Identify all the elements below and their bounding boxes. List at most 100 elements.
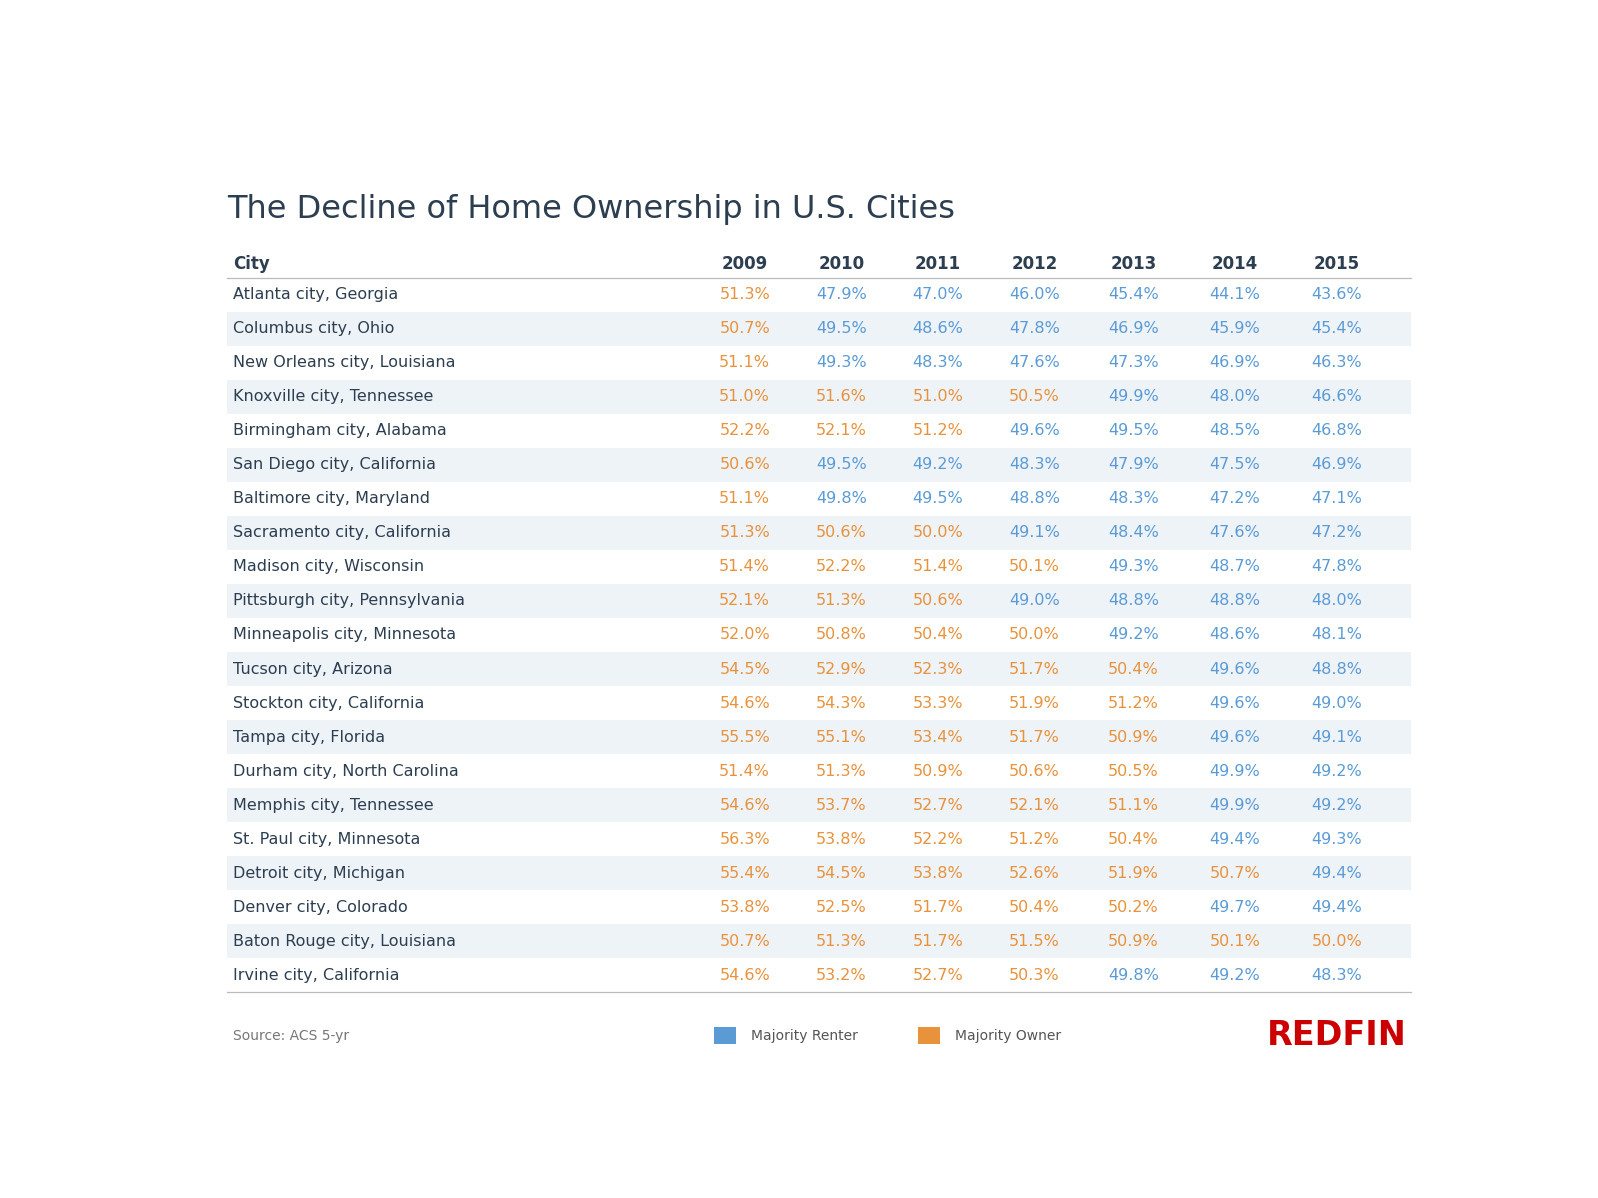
Text: San Diego city, California: San Diego city, California bbox=[233, 458, 436, 472]
Text: 49.2%: 49.2% bbox=[1107, 628, 1159, 642]
Text: 48.3%: 48.3% bbox=[912, 355, 964, 370]
Text: New Orleans city, Louisiana: New Orleans city, Louisiana bbox=[233, 355, 455, 370]
Text: 45.4%: 45.4% bbox=[1312, 321, 1361, 337]
Text: 49.7%: 49.7% bbox=[1210, 900, 1261, 915]
Text: 50.7%: 50.7% bbox=[719, 321, 770, 337]
Text: 51.9%: 51.9% bbox=[1008, 696, 1059, 710]
Text: 52.7%: 52.7% bbox=[912, 968, 964, 982]
Text: 51.5%: 51.5% bbox=[1008, 934, 1059, 949]
Text: 51.6%: 51.6% bbox=[817, 389, 866, 404]
Bar bbox=[227, 516, 1411, 550]
Text: 50.6%: 50.6% bbox=[1008, 763, 1059, 779]
Text: 45.4%: 45.4% bbox=[1107, 288, 1159, 302]
Text: 50.0%: 50.0% bbox=[912, 526, 964, 540]
Bar bbox=[714, 1028, 737, 1045]
Text: 53.8%: 53.8% bbox=[912, 866, 964, 881]
Text: 50.5%: 50.5% bbox=[1008, 389, 1059, 404]
Text: 52.7%: 52.7% bbox=[912, 798, 964, 812]
Text: 54.6%: 54.6% bbox=[719, 696, 770, 710]
Text: 47.9%: 47.9% bbox=[1107, 458, 1159, 472]
Text: 56.3%: 56.3% bbox=[719, 831, 770, 847]
Text: 47.6%: 47.6% bbox=[1210, 526, 1261, 540]
Text: REDFIN: REDFIN bbox=[1267, 1019, 1408, 1052]
Text: 50.9%: 50.9% bbox=[912, 763, 964, 779]
Text: 47.8%: 47.8% bbox=[1008, 321, 1059, 337]
Text: 49.6%: 49.6% bbox=[1210, 696, 1261, 710]
Text: 48.7%: 48.7% bbox=[1210, 559, 1261, 574]
Text: 48.3%: 48.3% bbox=[1312, 968, 1361, 982]
Text: 48.8%: 48.8% bbox=[1107, 593, 1159, 609]
Bar bbox=[917, 1028, 940, 1045]
Text: 49.8%: 49.8% bbox=[817, 491, 866, 507]
Text: 46.0%: 46.0% bbox=[1008, 288, 1059, 302]
Text: Stockton city, California: Stockton city, California bbox=[233, 696, 425, 710]
Text: 2010: 2010 bbox=[818, 255, 865, 273]
Text: 53.4%: 53.4% bbox=[912, 730, 964, 745]
Text: 49.6%: 49.6% bbox=[1210, 661, 1261, 677]
Text: 48.1%: 48.1% bbox=[1310, 628, 1361, 642]
Text: 54.3%: 54.3% bbox=[817, 696, 866, 710]
Text: Atlanta city, Georgia: Atlanta city, Georgia bbox=[233, 288, 398, 302]
Bar bbox=[227, 652, 1411, 686]
Text: 48.8%: 48.8% bbox=[1310, 661, 1361, 677]
Text: 48.0%: 48.0% bbox=[1312, 593, 1361, 609]
Text: Baton Rouge city, Louisiana: Baton Rouge city, Louisiana bbox=[233, 934, 455, 949]
Bar bbox=[227, 583, 1411, 618]
Text: 49.3%: 49.3% bbox=[817, 355, 866, 370]
Text: 47.3%: 47.3% bbox=[1109, 355, 1159, 370]
Bar bbox=[227, 925, 1411, 958]
Text: 51.2%: 51.2% bbox=[912, 423, 964, 438]
Text: City: City bbox=[233, 255, 270, 273]
Bar bbox=[227, 720, 1411, 754]
Text: 51.4%: 51.4% bbox=[912, 559, 964, 574]
Text: 48.5%: 48.5% bbox=[1210, 423, 1261, 438]
Text: 50.1%: 50.1% bbox=[1210, 934, 1261, 949]
Text: 49.8%: 49.8% bbox=[1107, 968, 1159, 982]
Text: 51.1%: 51.1% bbox=[1107, 798, 1159, 812]
Text: 52.1%: 52.1% bbox=[817, 423, 866, 438]
Text: 49.9%: 49.9% bbox=[1210, 798, 1261, 812]
Text: 50.5%: 50.5% bbox=[1107, 763, 1159, 779]
Text: 50.0%: 50.0% bbox=[1312, 934, 1361, 949]
Text: 49.2%: 49.2% bbox=[1312, 798, 1361, 812]
Text: 51.4%: 51.4% bbox=[719, 763, 770, 779]
Text: 50.8%: 50.8% bbox=[817, 628, 866, 642]
Text: 51.3%: 51.3% bbox=[719, 288, 770, 302]
Text: 53.8%: 53.8% bbox=[719, 900, 770, 915]
Text: Columbus city, Ohio: Columbus city, Ohio bbox=[233, 321, 395, 337]
Text: 49.6%: 49.6% bbox=[1210, 730, 1261, 745]
Text: 47.0%: 47.0% bbox=[912, 288, 964, 302]
Text: 55.5%: 55.5% bbox=[719, 730, 770, 745]
Text: 50.7%: 50.7% bbox=[719, 934, 770, 949]
Bar bbox=[227, 754, 1411, 788]
Text: 50.3%: 50.3% bbox=[1010, 968, 1059, 982]
Text: 2015: 2015 bbox=[1314, 255, 1360, 273]
Bar bbox=[227, 448, 1411, 482]
Text: 50.2%: 50.2% bbox=[1107, 900, 1159, 915]
Text: 51.2%: 51.2% bbox=[1008, 831, 1059, 847]
Text: 49.4%: 49.4% bbox=[1210, 831, 1261, 847]
Text: Majority Owner: Majority Owner bbox=[956, 1029, 1061, 1042]
Text: 52.3%: 52.3% bbox=[912, 661, 964, 677]
Text: 49.2%: 49.2% bbox=[1210, 968, 1261, 982]
Text: 47.9%: 47.9% bbox=[817, 288, 866, 302]
Text: 47.8%: 47.8% bbox=[1312, 559, 1361, 574]
Text: 49.1%: 49.1% bbox=[1008, 526, 1059, 540]
Text: The Decline of Home Ownership in U.S. Cities: The Decline of Home Ownership in U.S. Ci… bbox=[227, 194, 956, 225]
Text: 51.3%: 51.3% bbox=[817, 763, 866, 779]
Bar bbox=[227, 311, 1411, 345]
Text: 49.3%: 49.3% bbox=[1312, 831, 1361, 847]
Text: 49.3%: 49.3% bbox=[1109, 559, 1159, 574]
Text: 52.2%: 52.2% bbox=[912, 831, 964, 847]
Text: 50.6%: 50.6% bbox=[912, 593, 964, 609]
Text: 47.2%: 47.2% bbox=[1312, 526, 1361, 540]
Text: 48.3%: 48.3% bbox=[1008, 458, 1059, 472]
Text: 44.1%: 44.1% bbox=[1210, 288, 1261, 302]
Text: 52.6%: 52.6% bbox=[1008, 866, 1059, 881]
Text: 51.1%: 51.1% bbox=[719, 491, 770, 507]
Bar bbox=[227, 550, 1411, 583]
Text: 51.7%: 51.7% bbox=[1008, 661, 1059, 677]
Bar bbox=[227, 413, 1411, 448]
Text: 50.4%: 50.4% bbox=[1107, 831, 1159, 847]
Text: 50.4%: 50.4% bbox=[912, 628, 964, 642]
